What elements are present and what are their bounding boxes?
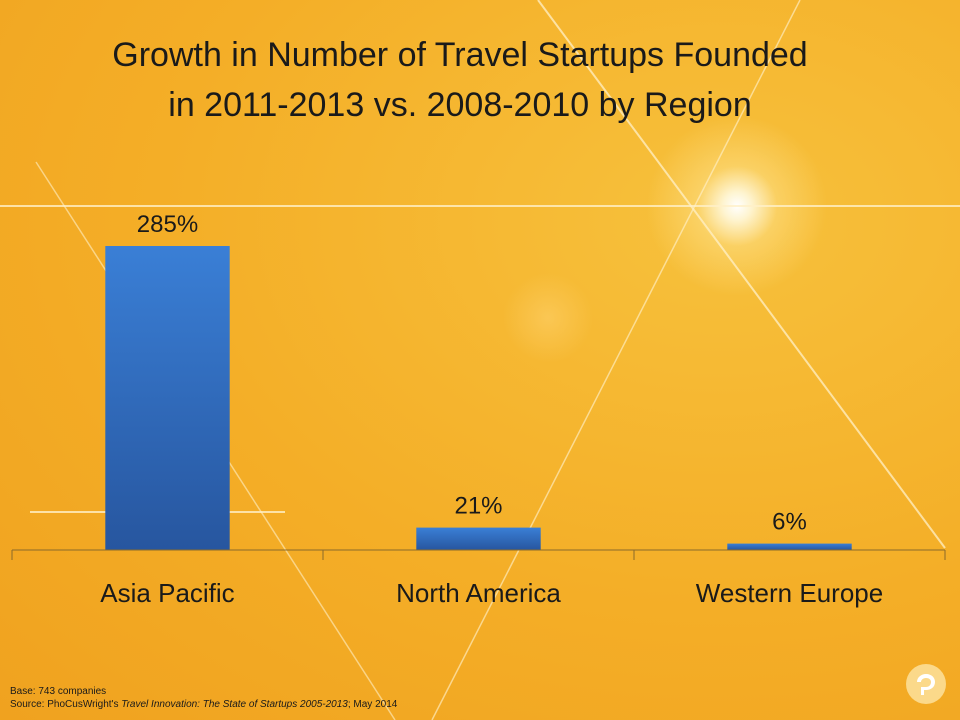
chart-title: Growth in Number of Travel Startups Foun… bbox=[0, 30, 920, 130]
footnote: Base: 743 companies Source: PhoCusWright… bbox=[10, 685, 397, 711]
bar-1 bbox=[416, 527, 541, 550]
source-prefix: Source: PhoCusWright's bbox=[10, 699, 122, 710]
footnote-source: Source: PhoCusWright's Travel Innovation… bbox=[10, 698, 397, 711]
source-title: Travel Innovation: The State of Startups… bbox=[121, 699, 348, 710]
category-label-0: Asia Pacific bbox=[100, 578, 234, 608]
category-label-1: North America bbox=[396, 578, 561, 608]
bar-2 bbox=[727, 543, 852, 550]
speech-bubble-icon bbox=[906, 664, 946, 704]
x-axis bbox=[11, 549, 946, 560]
chart-title-line-1: Growth in Number of Travel Startups Foun… bbox=[112, 36, 808, 74]
bar-value-label-1: 21% bbox=[454, 493, 502, 520]
bar-value-label-2: 6% bbox=[772, 509, 807, 536]
bar-value-label-0: 285% bbox=[137, 211, 198, 238]
bar-0 bbox=[105, 246, 230, 550]
source-suffix: ; May 2014 bbox=[347, 699, 398, 710]
chart-title-line-2: in 2011-2013 vs. 2008-2010 by Region bbox=[168, 86, 752, 124]
category-label-2: Western Europe bbox=[696, 578, 883, 608]
footnote-base: Base: 743 companies bbox=[10, 686, 107, 697]
